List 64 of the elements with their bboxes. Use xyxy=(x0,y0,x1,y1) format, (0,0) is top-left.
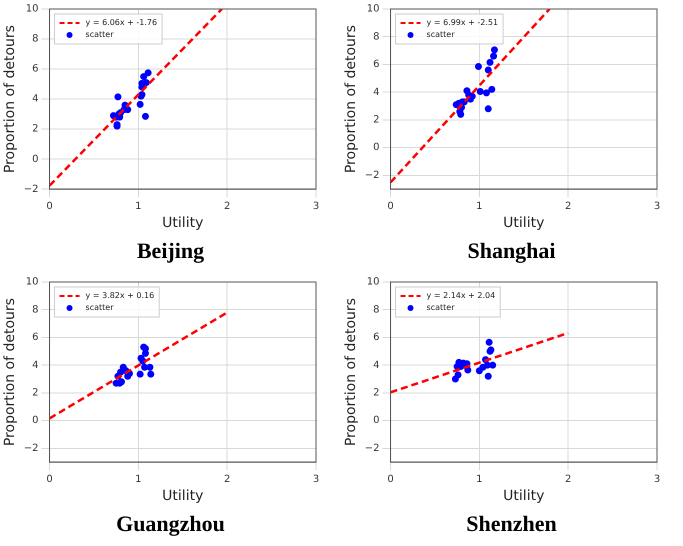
y-tick-label: 6 xyxy=(32,64,39,75)
y-tick-label: 0 xyxy=(32,154,39,165)
x-tick-label: 1 xyxy=(476,200,483,212)
y-tick-label: 10 xyxy=(366,276,380,288)
y-tick-label: 8 xyxy=(373,31,380,42)
x-tick-label: 0 xyxy=(387,200,394,212)
y-axis-title: Proportion of detours xyxy=(2,298,18,446)
y-axis-title: Proportion of detours xyxy=(343,298,360,446)
x-axis-title: Utility xyxy=(162,488,204,504)
y-axis-title: Proportion of detours xyxy=(343,25,360,174)
legend-label: y = 6.99x + -2.51 xyxy=(426,18,498,28)
y-tick-label: −2 xyxy=(24,184,39,195)
x-axis-title: Utility xyxy=(503,488,544,504)
y-axis-title: Proportion of detours xyxy=(2,25,18,174)
legend-label: y = 3.82x + 0.16 xyxy=(86,291,154,300)
text: Beijing xyxy=(136,238,206,264)
y-tick-label: −2 xyxy=(24,442,39,454)
legend-label: scatter xyxy=(86,303,114,312)
y-tick-label: −2 xyxy=(364,170,380,181)
y-tick-label: 8 xyxy=(32,34,39,45)
y-tick-label: 2 xyxy=(32,387,39,398)
x-tick-label: 0 xyxy=(387,474,394,485)
y-tick-label: −2 xyxy=(364,442,380,454)
x-tick-label: 3 xyxy=(312,200,320,212)
legend-label: scatter xyxy=(426,30,456,40)
legend-label: scatter xyxy=(86,30,114,40)
y-tick-label: 10 xyxy=(366,4,380,15)
y-tick-label: 6 xyxy=(373,59,380,70)
x-tick-label: 1 xyxy=(135,200,142,212)
x-tick-label: 3 xyxy=(312,474,320,485)
legend-label: y = 6.06x + -1.76 xyxy=(86,18,158,28)
x-tick-label: 2 xyxy=(564,474,572,485)
y-tick-label: 4 xyxy=(373,360,380,371)
y-tick-label: 4 xyxy=(32,94,39,105)
y-tick-label: 4 xyxy=(32,360,39,371)
legend-label: y = 2.14x + 2.04 xyxy=(426,291,496,300)
text: Shenzhen xyxy=(465,511,558,537)
x-tick-label: 0 xyxy=(46,474,53,485)
y-tick-label: 2 xyxy=(32,124,39,135)
text: Shanghai xyxy=(466,238,557,264)
y-tick-label: 0 xyxy=(373,142,380,154)
y-tick-label: 2 xyxy=(373,387,380,398)
x-axis-title: Utility xyxy=(162,215,204,232)
x-tick-label: 2 xyxy=(224,474,230,485)
x-tick-label: 1 xyxy=(476,474,483,485)
x-tick-label: 2 xyxy=(224,200,230,212)
x-tick-label: 3 xyxy=(654,474,660,485)
y-tick-label: 4 xyxy=(373,86,380,98)
y-tick-label: 8 xyxy=(373,304,380,316)
y-tick-label: 2 xyxy=(373,114,380,126)
y-tick-label: 10 xyxy=(26,276,39,288)
legend-label: scatter xyxy=(426,303,456,312)
x-tick-label: 3 xyxy=(654,200,660,212)
y-tick-label: 6 xyxy=(373,332,380,344)
text: Guangzhou xyxy=(115,511,226,537)
x-tick-label: 1 xyxy=(135,474,142,485)
y-tick-label: 10 xyxy=(26,4,39,15)
y-tick-label: 0 xyxy=(373,415,380,426)
x-axis-title: Utility xyxy=(503,215,544,232)
x-tick-label: 0 xyxy=(46,200,53,212)
y-tick-label: 8 xyxy=(32,304,39,316)
y-tick-label: 0 xyxy=(32,415,39,426)
x-tick-label: 2 xyxy=(564,200,572,212)
y-tick-label: 6 xyxy=(32,332,39,344)
